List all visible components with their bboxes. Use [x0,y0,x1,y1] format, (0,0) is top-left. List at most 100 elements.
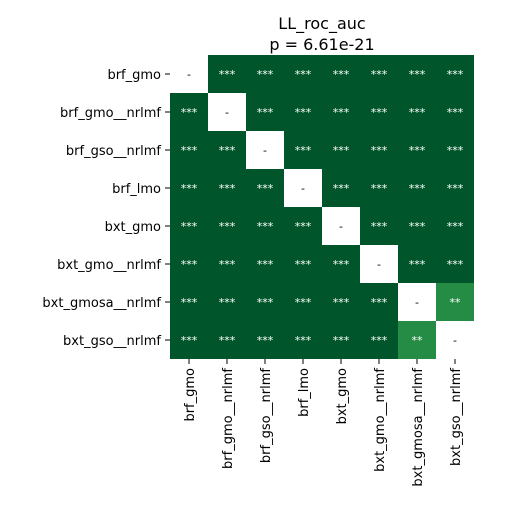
cell-label: - [263,144,267,157]
heatmap-cell [208,55,246,93]
row-tick-label: brf_gso__nrlmf [66,144,162,159]
cell-label: - [187,68,191,81]
cell-label: - [301,182,305,195]
cell-label: *** [257,106,274,119]
cell-label: *** [371,182,388,195]
heatmap-cell [436,55,474,93]
cell-label: *** [257,334,274,347]
row-tick-label: bxt_gmo [105,220,161,235]
heatmap-cell [322,131,360,169]
heatmap-cell [170,55,208,93]
cell-label: *** [257,258,274,271]
cell-label: *** [219,144,236,157]
heatmap-cell [360,131,398,169]
column-labels: brf_gmo brf_gmo__nrlmf brf_gso__nrlmf brf_l… [183,359,464,487]
heatmap-cell [246,93,284,131]
heatmap-cell [208,283,246,321]
cell-label: *** [371,106,388,119]
chart-title: LL_roc_auc [278,14,365,34]
heatmap-cell [360,207,398,245]
cell-label: *** [409,68,426,81]
heatmap-cell [360,93,398,131]
heatmap-cell [398,283,436,321]
cell-label: *** [295,220,312,233]
column-tick-label: brf_gso__nrlmf [259,368,274,464]
column-tick-label: bxt_gmo__nrlmf [373,368,388,472]
cell-label: *** [181,334,198,347]
heatmap-cell [170,131,208,169]
cell-label: *** [371,68,388,81]
cell-label: *** [295,68,312,81]
cell-label: *** [371,144,388,157]
cell-label: *** [333,296,350,309]
heatmap-cell [170,321,208,359]
cell-label: *** [219,68,236,81]
heatmap-cell [170,207,208,245]
cell-label: *** [447,220,464,233]
cell-label: *** [333,106,350,119]
cell-label: ** [412,334,424,347]
cell-label: - [225,106,229,119]
column-tick-label: bxt_gmosa__nrlmf [411,368,426,487]
cell-label: *** [333,68,350,81]
cell-label: - [377,258,381,271]
cell-label: *** [409,106,426,119]
heatmap-cell [398,55,436,93]
heatmap-cell [284,169,322,207]
heatmap-cell [284,283,322,321]
row-tick-label: brf_gmo__nrlmf [60,106,161,121]
column-tick-label: bxt_gmo [335,368,350,424]
cell-label: ** [450,296,462,309]
cell-label: *** [181,144,198,157]
heatmap-cell [208,93,246,131]
heatmap-cell [322,93,360,131]
heatmap-cell [436,131,474,169]
heatmap-cell [170,283,208,321]
row-tick-label: brf_gmo [107,68,161,83]
heatmap-cell [284,245,322,283]
cell-label: *** [257,220,274,233]
cell-label: *** [447,144,464,157]
cell-label: *** [295,334,312,347]
cell-label: *** [409,144,426,157]
cell-label: *** [333,182,350,195]
heatmap-cell [436,207,474,245]
cell-label: *** [371,334,388,347]
heatmap-cell [360,55,398,93]
heatmap-cell [398,245,436,283]
heatmap-cell [284,93,322,131]
cell-label: *** [257,68,274,81]
heatmap-cell [436,321,474,359]
heatmap-cell [284,321,322,359]
cell-label: *** [181,258,198,271]
heatmap-cell [284,55,322,93]
column-tick-label: brf_lmo [297,368,312,417]
heatmap-cell [398,131,436,169]
cell-label: *** [181,106,198,119]
heatmap-cell [208,131,246,169]
cell-label: *** [257,296,274,309]
heatmap-cell [360,169,398,207]
heatmap-cell [436,283,474,321]
heatmap-cell [208,169,246,207]
heatmap-cell [322,169,360,207]
heatmap-cell [246,207,284,245]
heatmap-cell [322,245,360,283]
heatmap-cell [170,245,208,283]
cell-label: - [415,296,419,309]
heatmap-cells: - *** *** *** *** *** *** ****** - *** *** *** *** **… [170,55,474,359]
cell-label: *** [333,334,350,347]
cell-label: *** [295,258,312,271]
heatmap-cell [322,55,360,93]
row-tick-label: bxt_gmo__nrlmf [57,258,161,273]
heatmap-cell [284,131,322,169]
cell-label: *** [181,296,198,309]
column-tick-label: brf_gmo [183,368,198,422]
cell-label: *** [295,144,312,157]
cell-label: - [453,334,457,347]
heatmap-cell [246,245,284,283]
heatmap-cell [246,283,284,321]
cell-label: *** [409,182,426,195]
heatmap-cell [246,169,284,207]
cell-label: *** [219,258,236,271]
